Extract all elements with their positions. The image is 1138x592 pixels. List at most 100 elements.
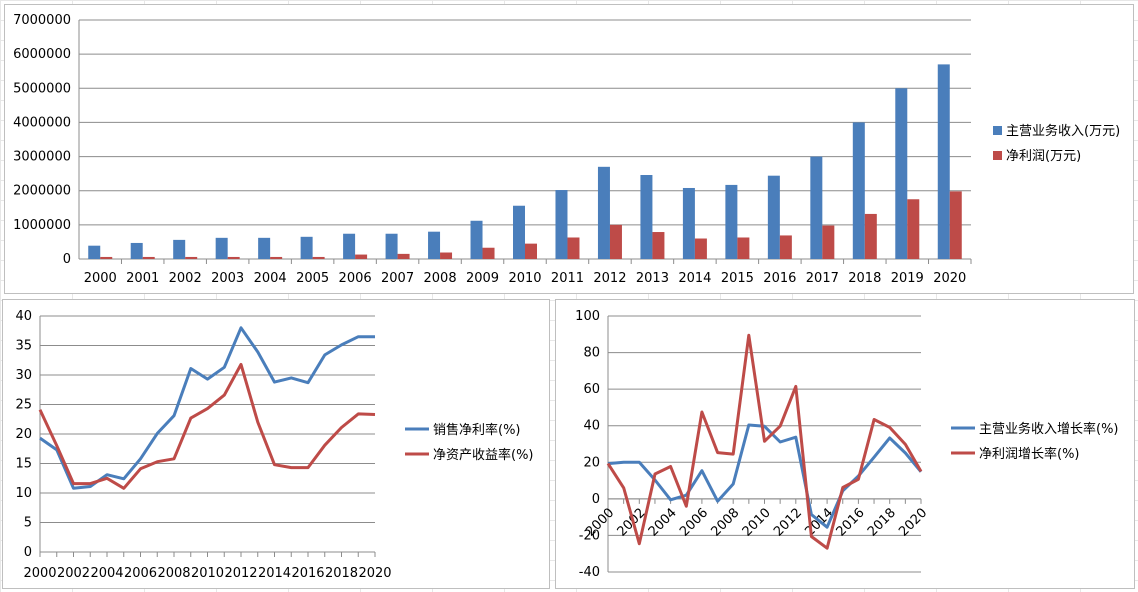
y-tick-label: 2000000 xyxy=(13,184,71,199)
legend-label: 净资产收益率(%) xyxy=(433,447,534,463)
x-tick-label: 2014 xyxy=(678,271,711,286)
bar-profit xyxy=(142,256,155,259)
y-tick-label: 0 xyxy=(63,252,71,267)
bar-profit xyxy=(355,254,368,259)
y-tick-label: 10 xyxy=(15,486,32,501)
bar-profit xyxy=(652,232,665,259)
x-tick-label: 2018 xyxy=(848,271,881,286)
x-tick-label: 2008 xyxy=(157,566,190,581)
y-tick-label: 80 xyxy=(583,346,600,361)
x-tick-label: 2010 xyxy=(191,566,224,581)
bar-profit xyxy=(609,224,622,259)
x-tick-label: 2002 xyxy=(57,566,90,581)
y-tick-label: 4000000 xyxy=(13,115,71,130)
bar-revenue xyxy=(725,184,738,259)
bar-profit xyxy=(737,237,750,259)
x-tick-label: 2012 xyxy=(224,566,257,581)
y-tick-label: 6000000 xyxy=(13,47,71,62)
x-tick-label: 2004 xyxy=(646,506,680,540)
y-tick-label: 40 xyxy=(15,309,32,324)
y-tick-label: 25 xyxy=(15,398,32,413)
x-tick-label: 2018 xyxy=(865,506,899,540)
y-tick-label: 1000000 xyxy=(13,218,71,233)
x-tick-label: 2012 xyxy=(771,506,805,540)
bar-revenue xyxy=(88,245,101,259)
bar-revenue xyxy=(767,175,780,259)
y-tick-label: 20 xyxy=(15,427,32,442)
bar-profit xyxy=(482,247,495,259)
y-tick-label: 40 xyxy=(583,419,600,434)
bar-revenue xyxy=(470,220,483,259)
y-tick-label: 0 xyxy=(24,545,32,560)
x-tick-label: 2004 xyxy=(254,271,287,286)
bar-profit xyxy=(185,256,198,259)
bar-revenue xyxy=(428,231,441,259)
x-tick-label: 2010 xyxy=(508,271,541,286)
x-tick-label: 2001 xyxy=(126,271,159,286)
y-tick-label: 3000000 xyxy=(13,150,71,165)
x-tick-label: 2000 xyxy=(23,566,56,581)
bar-revenue xyxy=(130,242,143,259)
x-tick-label: 2008 xyxy=(708,506,742,540)
bar-profit xyxy=(440,252,453,259)
x-tick-label: 2018 xyxy=(325,566,358,581)
x-tick-label: 2007 xyxy=(381,271,414,286)
bar-profit xyxy=(397,253,410,259)
x-tick-label: 2014 xyxy=(258,566,291,581)
x-tick-label: 2016 xyxy=(291,566,324,581)
bar-profit xyxy=(864,213,877,259)
series-line-1 xyxy=(606,333,923,550)
legend-label: 销售净利率(%) xyxy=(433,422,521,438)
margin-roe-line-chart[interactable]: 0 5 10 15 20 25 30 35 40 2000 2002 2004 2006 2008 2010… xyxy=(2,299,550,589)
series-line-0 xyxy=(607,423,923,529)
y-tick-label: -20 xyxy=(579,528,600,543)
y-tick-label: 20 xyxy=(583,455,600,470)
x-tick-label: 2013 xyxy=(636,271,669,286)
bar-profit xyxy=(270,256,283,259)
bar-revenue xyxy=(258,237,271,259)
x-tick-label: 2020 xyxy=(358,566,391,581)
y-tick-label: 5000000 xyxy=(13,81,71,96)
x-tick-label: 2000 xyxy=(84,271,117,286)
series-line-1 xyxy=(38,362,376,490)
x-tick-label: 2019 xyxy=(891,271,924,286)
y-tick-label: 15 xyxy=(15,457,32,472)
y-tick-label: 35 xyxy=(15,339,32,354)
bar-revenue xyxy=(215,237,228,259)
y-tick-label: 0 xyxy=(592,492,600,507)
growth-rate-line-chart[interactable]: -40 -20 0 20 40 60 80 100 2000 2002 2004 2006 2008 20… xyxy=(555,299,1135,589)
x-tick-label: 2006 xyxy=(339,271,372,286)
bar-profit xyxy=(694,238,707,259)
bar-revenue xyxy=(937,64,950,259)
bar-profit xyxy=(907,199,920,259)
x-tick-label: 2005 xyxy=(296,271,329,286)
x-tick-label: 2012 xyxy=(593,271,626,286)
legend-label: 净利润(万元) xyxy=(1006,149,1081,164)
x-tick-label: 2000 xyxy=(583,506,617,540)
x-tick-label: 2016 xyxy=(763,271,796,286)
x-tick-label: 2011 xyxy=(551,271,584,286)
bar-revenue xyxy=(810,156,823,259)
bar-revenue xyxy=(513,205,525,259)
y-tick-label: 5 xyxy=(24,516,32,531)
revenue-profit-bar-chart[interactable]: 0 1000000 2000000 3000000 4000000 5000000 6000… xyxy=(4,4,1134,294)
x-tick-label: 2002 xyxy=(169,271,202,286)
legend-label: 净利润增长率(%) xyxy=(979,446,1080,462)
bar-profit xyxy=(227,256,240,259)
bar-revenue xyxy=(300,236,313,259)
x-tick-label: 2006 xyxy=(124,566,157,581)
y-tick-label: 60 xyxy=(583,382,600,397)
bar-profit xyxy=(100,256,113,259)
x-tick-label: 2010 xyxy=(740,506,774,540)
bar-profit xyxy=(822,225,835,259)
x-tick-label: 2004 xyxy=(90,566,123,581)
y-tick-label: 7000000 xyxy=(13,13,71,28)
x-tick-label: 2009 xyxy=(466,271,499,286)
y-tick-label: 100 xyxy=(575,309,600,324)
x-tick-label: 2020 xyxy=(933,271,966,286)
y-tick-label: -40 xyxy=(579,565,600,580)
bar-revenue xyxy=(173,239,186,259)
x-tick-label: 2008 xyxy=(424,271,457,286)
bar-revenue xyxy=(385,233,398,259)
bar-profit xyxy=(949,191,962,259)
